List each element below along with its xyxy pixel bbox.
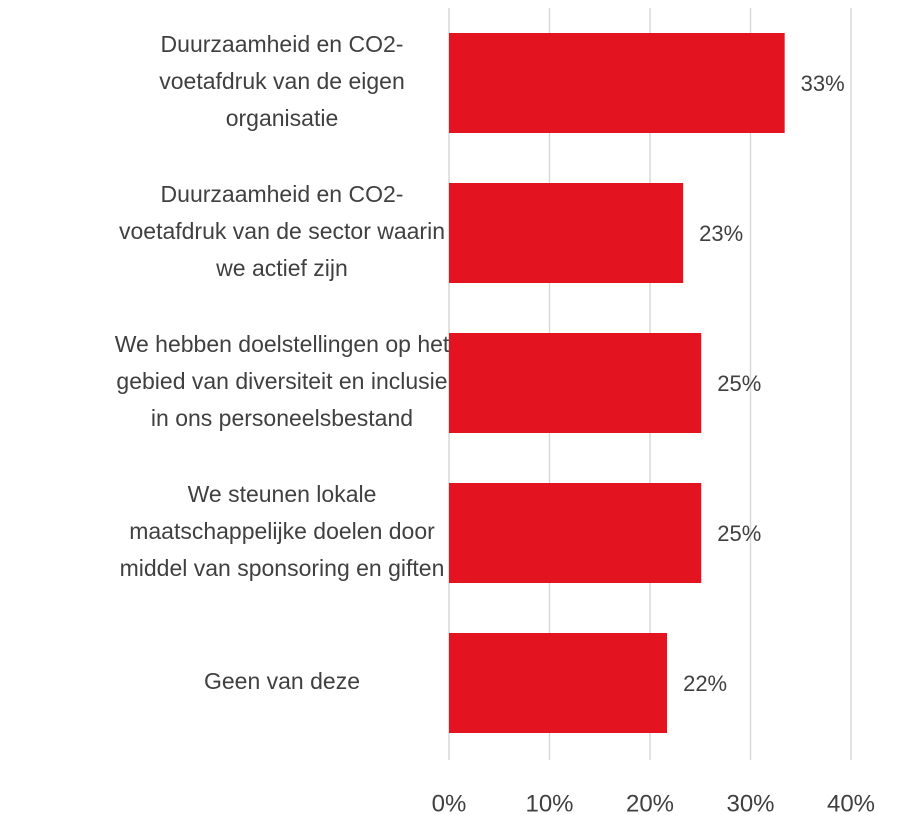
category-label: we actief zijn <box>215 255 348 281</box>
category-label: We hebben doelstellingen op het <box>115 331 450 357</box>
value-label: 33% <box>801 71 845 96</box>
x-tick-label: 10% <box>525 790 573 815</box>
x-tick-label: 20% <box>626 790 674 815</box>
category-label: middel van sponsoring en giften <box>120 555 445 581</box>
category-label: Duurzaamheid en CO2- <box>161 181 404 207</box>
category-label: Geen van deze <box>204 668 360 694</box>
x-tick-label: 40% <box>827 790 875 815</box>
bar <box>449 333 702 433</box>
value-label: 23% <box>699 221 743 246</box>
category-label: voetafdruk van de eigen <box>159 68 405 94</box>
x-tick-label: 0% <box>432 790 467 815</box>
category-label: organisatie <box>226 105 339 131</box>
bar <box>449 483 702 583</box>
value-label: 22% <box>683 671 727 696</box>
category-label: gebied van diversiteit en inclusie <box>116 368 447 394</box>
value-label: 25% <box>717 521 761 546</box>
category-label: maatschappelijke doelen door <box>129 518 435 544</box>
value-label: 25% <box>717 371 761 396</box>
bar <box>449 33 785 133</box>
category-label: in ons personeelsbestand <box>151 405 413 431</box>
category-label: voetafdruk van de sector waarin <box>119 218 445 244</box>
x-tick-label: 30% <box>726 790 774 815</box>
bar <box>449 183 684 283</box>
bar <box>449 633 668 733</box>
category-label: We steunen lokale <box>188 481 377 507</box>
category-label: Duurzaamheid en CO2- <box>161 31 404 57</box>
